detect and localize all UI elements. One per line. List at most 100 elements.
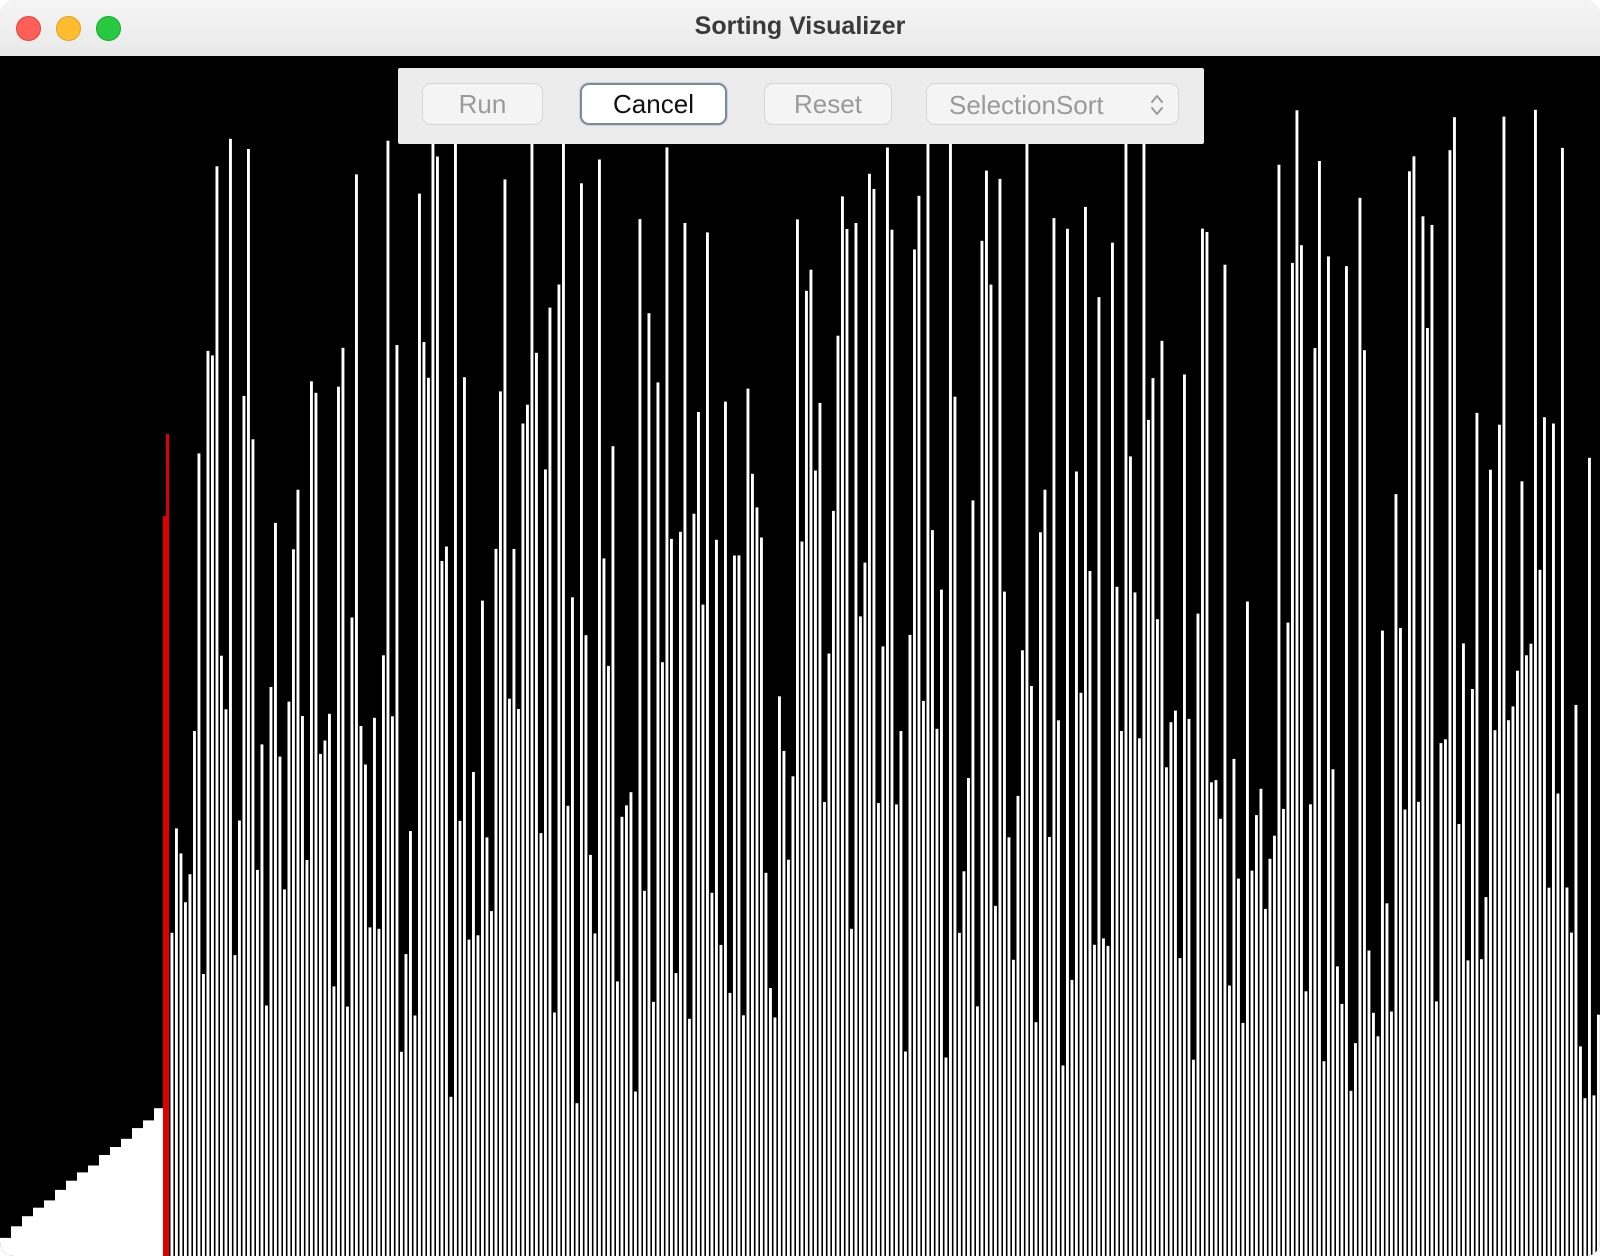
unsorted-bar — [1097, 297, 1101, 1256]
unsorted-bar — [899, 731, 903, 1256]
unsorted-bar — [1430, 224, 1434, 1256]
unsorted-bar — [490, 911, 493, 1256]
unsorted-bar — [557, 284, 561, 1256]
unsorted-bar — [1412, 156, 1416, 1256]
unsorted-bar — [1106, 945, 1110, 1256]
unsorted-bar — [949, 134, 952, 1256]
close-icon[interactable] — [16, 16, 41, 41]
unsorted-bar — [364, 764, 367, 1256]
unsorted-bar — [818, 402, 822, 1256]
unsorted-bar — [782, 750, 786, 1256]
unsorted-bar — [1403, 809, 1407, 1256]
unsorted-bar — [629, 792, 633, 1256]
unsorted-bar — [1399, 628, 1402, 1256]
unsorted-bar — [1525, 655, 1528, 1256]
unsorted-bar — [1201, 228, 1204, 1256]
unsorted-bar — [931, 530, 934, 1256]
unsorted-bar — [1169, 722, 1173, 1256]
unsorted-bar — [449, 1096, 453, 1256]
minimize-icon[interactable] — [56, 16, 81, 41]
unsorted-bar — [1556, 793, 1560, 1256]
unsorted-bar — [706, 232, 709, 1256]
unsorted-bar — [1475, 412, 1479, 1256]
unsorted-bar — [890, 229, 894, 1256]
unsorted-bar — [598, 159, 601, 1256]
unsorted-bar — [1372, 1012, 1375, 1256]
unsorted-bar — [1268, 858, 1272, 1256]
cancel-button[interactable]: Cancel — [580, 83, 727, 125]
unsorted-bar — [638, 219, 642, 1256]
unsorted-bar — [296, 489, 300, 1256]
unsorted-bar — [562, 121, 565, 1256]
unsorted-bar — [436, 156, 439, 1256]
unsorted-bar — [422, 342, 426, 1256]
unsorted-bar — [773, 1017, 777, 1256]
algorithm-select[interactable]: SelectionSort — [926, 83, 1179, 125]
unsorted-bar — [323, 740, 327, 1256]
run-button[interactable]: Run — [422, 83, 543, 125]
unsorted-bar — [854, 223, 858, 1256]
reset-button[interactable]: Reset — [764, 83, 892, 125]
unsorted-bar — [1174, 710, 1177, 1256]
unsorted-bar — [1286, 622, 1290, 1256]
unsorted-bar — [1367, 950, 1371, 1256]
unsorted-bar — [499, 391, 502, 1256]
unsorted-bar — [1457, 824, 1461, 1256]
unsorted-bar — [643, 890, 646, 1256]
unsorted-bar — [170, 932, 174, 1256]
unsorted-bar — [967, 778, 970, 1256]
unsorted-bar — [314, 392, 318, 1256]
unsorted-bar — [1381, 630, 1384, 1256]
unsorted-bar — [665, 147, 669, 1256]
unsorted-bar — [1453, 117, 1456, 1256]
unsorted-bar — [1147, 419, 1150, 1256]
unsorted-bar — [1156, 619, 1159, 1256]
unsorted-bar — [1228, 985, 1231, 1256]
unsorted-bar — [1538, 569, 1542, 1256]
sorted-bar — [66, 1180, 78, 1256]
unsorted-bar — [1066, 228, 1069, 1256]
unsorted-bar — [1394, 494, 1398, 1256]
unsorted-bar — [1138, 738, 1141, 1256]
unsorted-bar — [350, 617, 354, 1256]
unsorted-bar — [575, 1103, 579, 1256]
unsorted-bar — [1448, 150, 1452, 1256]
unsorted-bar — [989, 284, 993, 1256]
unsorted-bar — [1466, 960, 1470, 1256]
sorted-bar — [121, 1138, 133, 1256]
unsorted-bar — [202, 974, 205, 1256]
unsorted-bar — [1057, 720, 1060, 1256]
chevron-updown-icon — [1151, 95, 1163, 115]
unsorted-bar — [832, 510, 835, 1256]
unsorted-bar — [481, 600, 484, 1256]
unsorted-bar — [1052, 218, 1056, 1256]
unsorted-bar — [1318, 161, 1321, 1256]
zoom-icon[interactable] — [96, 16, 121, 41]
unsorted-bar — [580, 183, 583, 1256]
unsorted-bar — [1007, 837, 1011, 1256]
unsorted-bar — [1205, 232, 1209, 1256]
unsorted-bar — [346, 1006, 349, 1256]
sorted-bar — [22, 1216, 34, 1256]
unsorted-bar — [1102, 938, 1105, 1256]
unsorted-bar — [1093, 944, 1096, 1256]
sorted-bar — [132, 1128, 144, 1256]
unsorted-bar — [517, 709, 520, 1256]
unsorted-bar — [1196, 613, 1200, 1256]
unsorted-bar — [1345, 266, 1348, 1256]
unsorted-bar — [994, 905, 997, 1256]
unsorted-bar — [1003, 591, 1006, 1256]
unsorted-bar — [607, 665, 610, 1256]
unsorted-bar — [1120, 731, 1123, 1256]
unsorted-bar — [688, 1018, 691, 1256]
unsorted-bar — [1363, 350, 1366, 1256]
unsorted-bar — [1075, 471, 1078, 1256]
unsorted-bar — [1232, 758, 1236, 1256]
unsorted-bar — [1183, 374, 1186, 1256]
unsorted-bar — [724, 401, 727, 1256]
unsorted-bar — [458, 820, 462, 1256]
unsorted-bar — [1160, 340, 1164, 1256]
unsorted-bar — [584, 635, 588, 1256]
unsorted-bar — [1376, 1036, 1380, 1256]
unsorted-bar — [1309, 804, 1312, 1256]
